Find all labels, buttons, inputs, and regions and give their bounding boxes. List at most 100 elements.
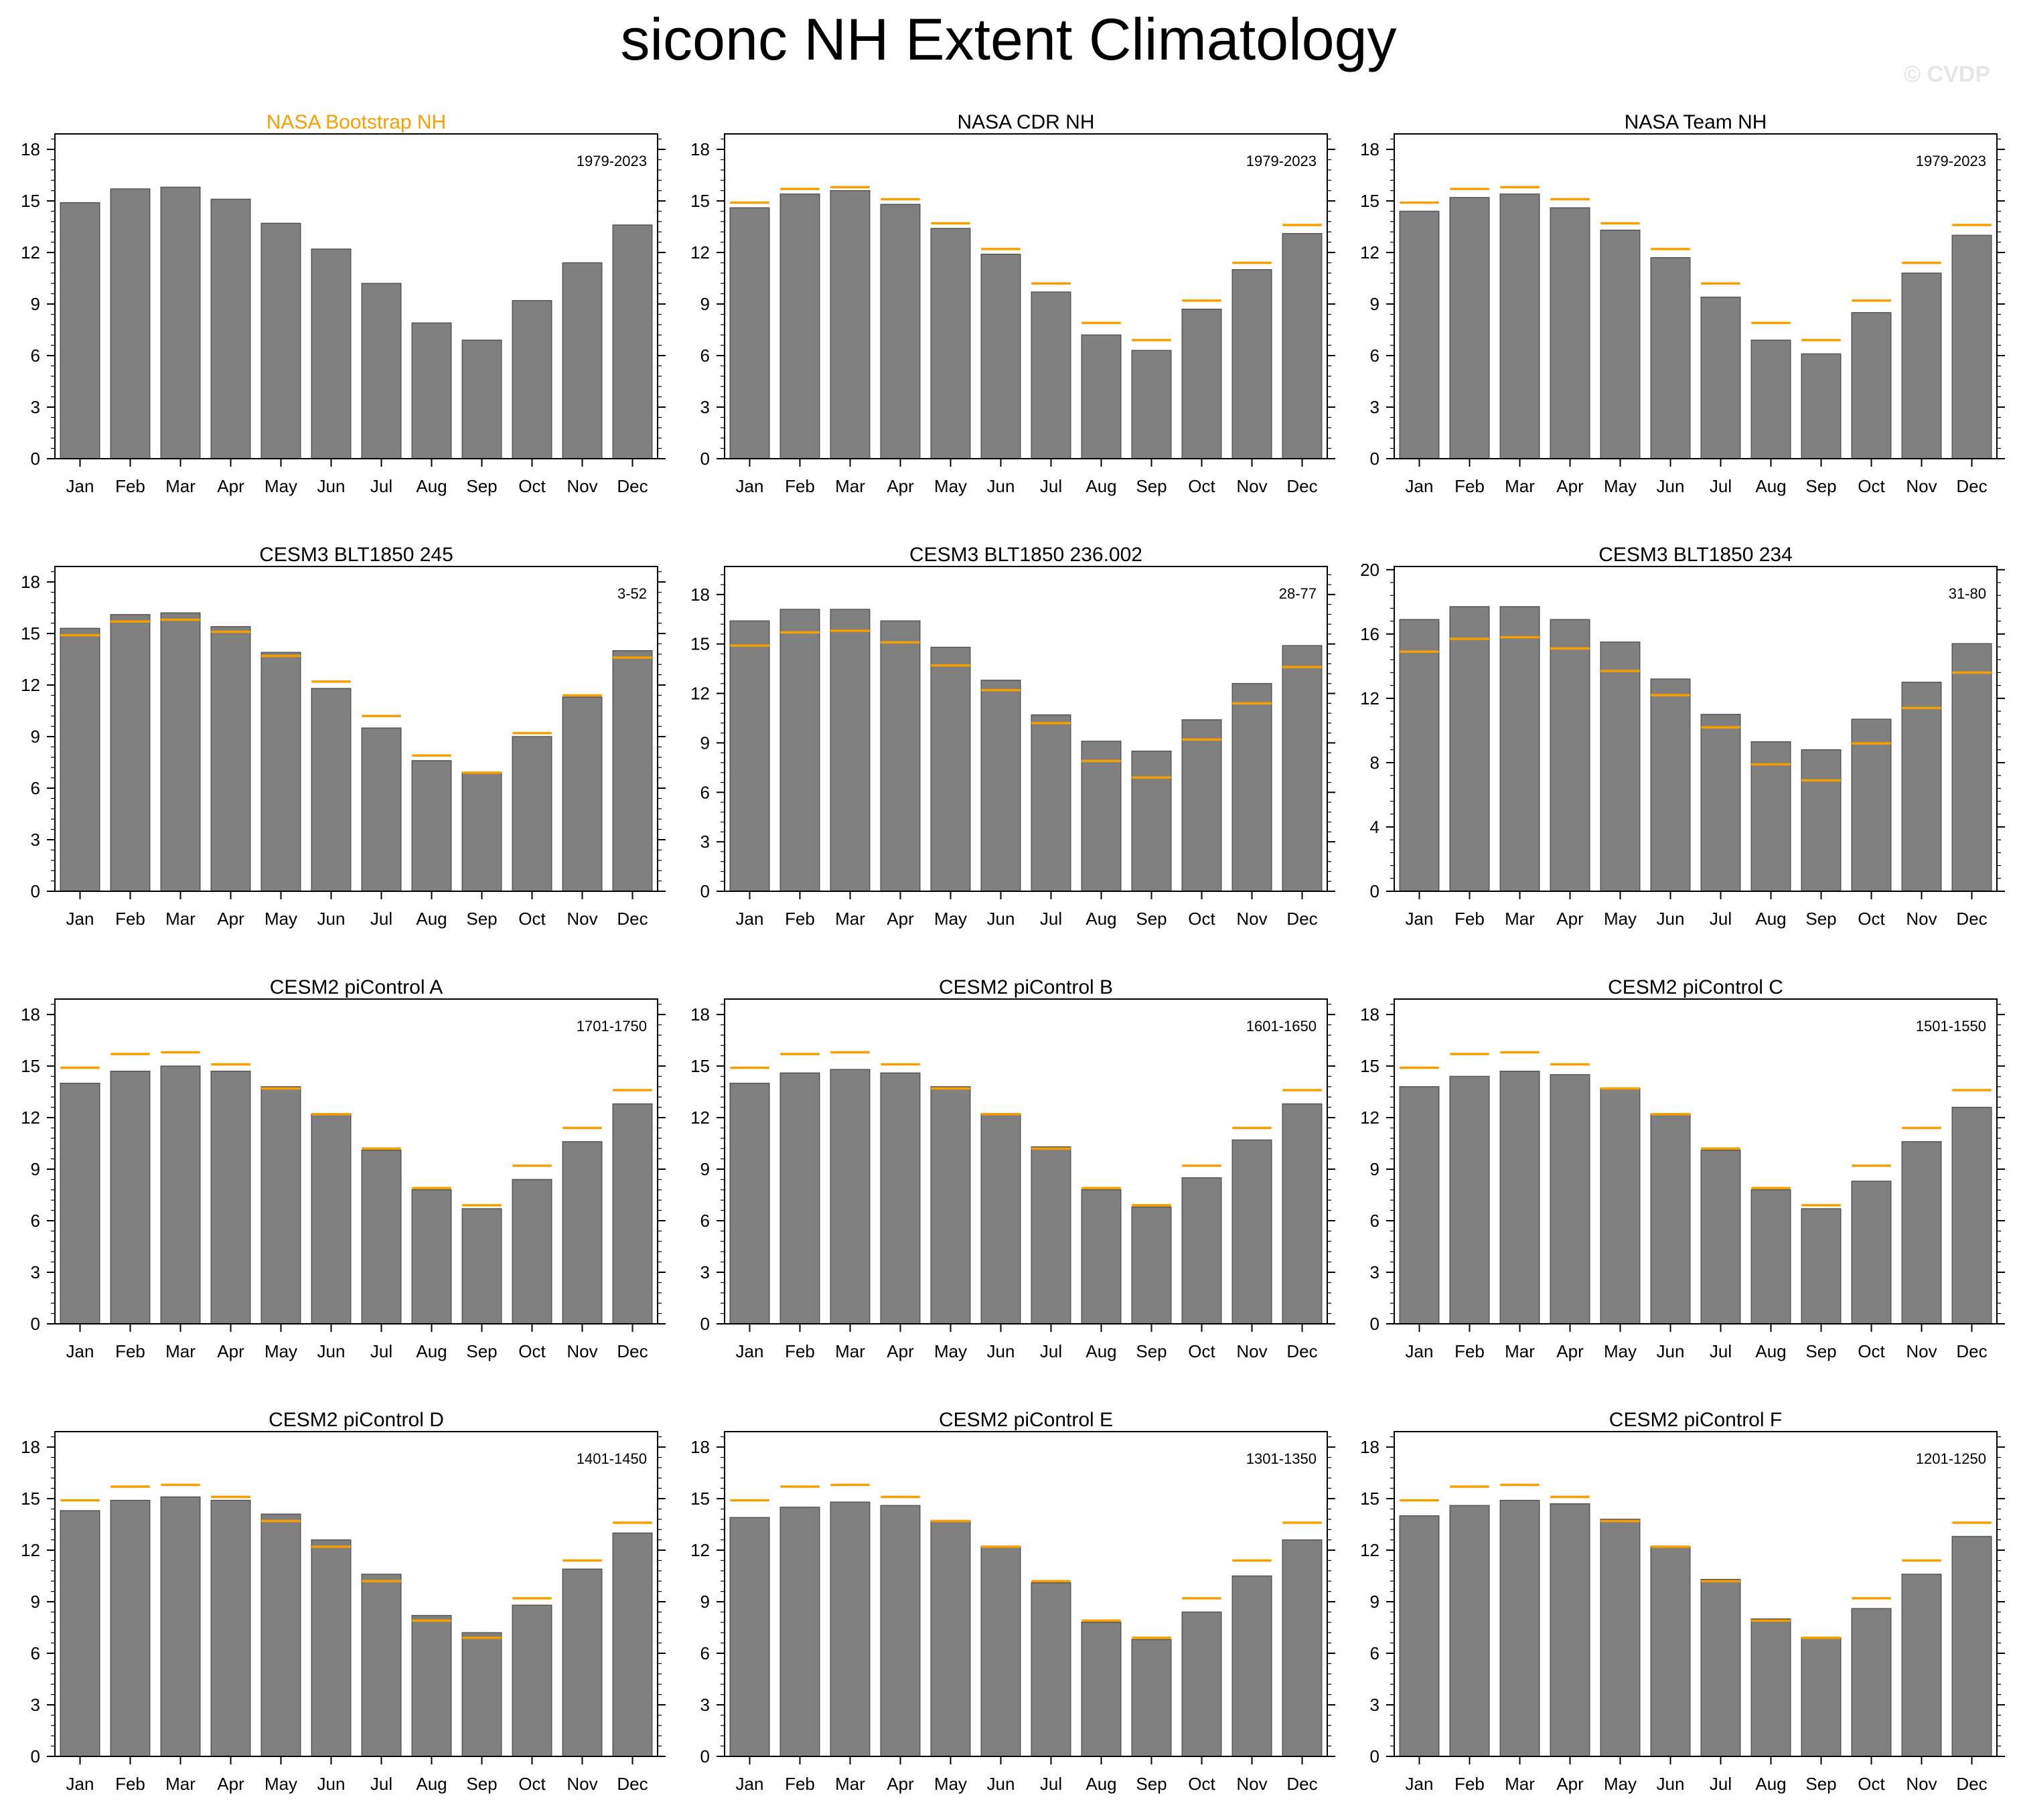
panel-title: NASA Team NH [1625, 111, 1767, 133]
x-tick-label: Apr [217, 1774, 244, 1794]
bar-sep [461, 1632, 502, 1757]
x-tick-label: Oct [1188, 909, 1215, 929]
y-tick-label: 3 [1370, 397, 1379, 417]
y-tick-label: 12 [21, 675, 40, 695]
bar-mar [1499, 1499, 1540, 1757]
bar-may [260, 1086, 301, 1324]
bar-jul [361, 727, 402, 892]
bar-jul [1700, 1150, 1741, 1324]
bar-feb [110, 1071, 151, 1324]
x-tick-label: Feb [785, 1774, 815, 1794]
bar-dec [1282, 1103, 1323, 1324]
bar-jan [60, 627, 100, 892]
x-tick-label: Jun [1657, 1774, 1685, 1794]
x-tick-label: Jun [1657, 909, 1685, 929]
x-tick-label: Apr [1556, 1774, 1584, 1794]
y-tick-label: 6 [700, 782, 710, 802]
x-tick-label: Mar [835, 476, 865, 496]
x-tick-label: Mar [835, 909, 865, 929]
x-tick-label: Nov [567, 476, 597, 496]
y-tick-label: 12 [21, 242, 40, 262]
x-tick-label: Aug [1086, 476, 1116, 496]
y-tick-label: 9 [700, 733, 710, 753]
bar-oct [512, 1179, 552, 1324]
period-label: 1201-1250 [1916, 1450, 1986, 1467]
y-tick-label: 6 [1370, 1211, 1379, 1231]
plot-frame [1394, 998, 1998, 1324]
bar-jul [1700, 1578, 1741, 1757]
chart-panel-1: NASA Bootstrap NH 0 3 6 9 12 15 18 Jan Feb Mar Apr M… [21, 111, 666, 496]
chart-panel-9: CESM2 piControl C 0 3 6 9 12 15 18 Jan Feb Mar Apr M… [1360, 976, 2005, 1361]
bar-nov [1901, 1574, 1942, 1757]
y-tick-label: 0 [1370, 449, 1379, 469]
y-tick-label: 20 [1360, 560, 1379, 580]
period-label: 1501-1550 [1916, 1018, 1986, 1035]
bar-aug [1750, 741, 1791, 892]
y-tick-label: 3 [31, 830, 40, 850]
bar-aug [1750, 1618, 1791, 1757]
watermark: © CVDP [1904, 62, 1990, 87]
x-tick-label: Jul [370, 909, 392, 929]
bar-nov [1901, 273, 1942, 459]
panel-title: CESM3 BLT1850 236.002 [909, 544, 1142, 566]
x-tick-label: Aug [416, 1341, 447, 1361]
bar-jul [361, 1150, 402, 1324]
bar-nov [1231, 1139, 1272, 1324]
x-tick-label: Jul [370, 1774, 392, 1794]
bar-jun [311, 688, 352, 892]
bar-apr [880, 1505, 921, 1757]
x-tick-label: Sep [1805, 909, 1836, 929]
panel-title: CESM2 piControl D [269, 1409, 444, 1431]
period-label: 1979-2023 [1246, 153, 1317, 169]
bar-jan [729, 1517, 770, 1757]
x-tick-label: Jan [1406, 909, 1434, 929]
x-tick-label: Aug [1755, 909, 1786, 929]
x-tick-label: Aug [1755, 1341, 1786, 1361]
y-tick-label: 3 [700, 1695, 710, 1715]
bar-apr [1550, 207, 1590, 459]
x-tick-label: Mar [1505, 909, 1535, 929]
period-label: 31-80 [1949, 585, 1986, 602]
bar-sep [1801, 353, 1842, 459]
bar-aug [1081, 334, 1122, 459]
x-tick-label: May [265, 476, 297, 496]
bar-mar [160, 612, 201, 892]
x-tick-label: May [1604, 476, 1637, 496]
period-label: 1701-1750 [577, 1018, 647, 1035]
x-tick-label: Aug [1755, 476, 1786, 496]
y-tick-label: 3 [1370, 1695, 1379, 1715]
bar-aug [411, 1189, 452, 1324]
y-tick-label: 6 [31, 1643, 40, 1663]
bar-jan [1399, 1086, 1440, 1324]
x-tick-label: May [934, 1774, 967, 1794]
bar-jun [1650, 1114, 1691, 1324]
y-tick-label: 18 [21, 1004, 40, 1025]
x-tick-label: Jul [370, 476, 392, 496]
x-tick-label: May [1604, 909, 1637, 929]
y-tick-label: 3 [700, 1262, 710, 1282]
panel-title: CESM3 BLT1850 234 [1598, 544, 1793, 566]
y-tick-label: 0 [700, 1746, 710, 1766]
bar-may [1600, 229, 1641, 459]
x-tick-label: May [934, 476, 967, 496]
panel-title: CESM2 piControl B [939, 976, 1113, 998]
period-label: 1979-2023 [577, 153, 647, 169]
x-tick-label: Oct [518, 909, 546, 929]
bar-jun [1650, 678, 1691, 892]
x-tick-label: Jun [987, 909, 1015, 929]
x-tick-label: Mar [165, 476, 196, 496]
x-tick-label: Aug [416, 1774, 447, 1794]
x-tick-label: Sep [466, 1774, 497, 1794]
x-tick-label: Apr [887, 1341, 914, 1361]
x-tick-label: Sep [1136, 909, 1167, 929]
bar-jul [361, 283, 402, 459]
plot-frame [54, 133, 658, 459]
bar-dec [1951, 1106, 1992, 1324]
bar-feb [1449, 1075, 1490, 1324]
bar-jan [60, 202, 100, 459]
x-tick-label: Apr [887, 909, 914, 929]
x-tick-label: Jun [317, 1341, 346, 1361]
x-tick-label: Dec [1956, 1774, 1987, 1794]
y-tick-label: 9 [31, 727, 40, 747]
x-tick-label: Sep [1805, 476, 1836, 496]
